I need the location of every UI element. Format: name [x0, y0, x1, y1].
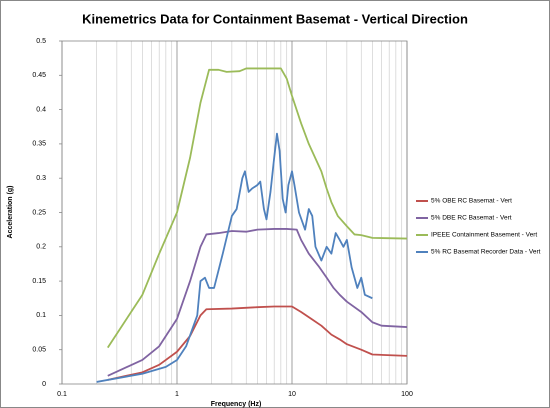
- series-line: [107, 305, 408, 381]
- chart-title: Kinemetrics Data for Containment Basemat…: [82, 11, 468, 26]
- y-tick-label: 0.35: [32, 141, 46, 148]
- series-line: [107, 67, 408, 349]
- legend-label: 5% DBE RC Basemat - Vert: [431, 215, 512, 222]
- legend-label: 5% RC Basemat Recorder Data - Vert: [431, 249, 541, 256]
- legend: 5% OBE RC Basemat - Vert 5% DBE RC Basema…: [416, 198, 541, 256]
- y-axis-title: Acceleration (g): [7, 186, 14, 239]
- y-tick-label: 0: [42, 381, 46, 388]
- x-tick-label: 1: [175, 391, 179, 398]
- y-tick-label: 0.45: [32, 72, 46, 79]
- x-tick-label: 100: [401, 391, 413, 398]
- x-tick-label: 0.1: [57, 391, 67, 398]
- y-tick-label: 0.5: [36, 38, 46, 45]
- y-tick-label: 0.05: [32, 347, 46, 354]
- y-tick-label: 0.25: [32, 209, 46, 216]
- y-tick-label: 0.1: [36, 312, 46, 319]
- y-tick-label: 0.15: [32, 278, 46, 285]
- legend-label: IPEEE Containment Basement - Vert: [431, 232, 537, 239]
- x-axis-title: Frequency (Hz): [211, 401, 262, 408]
- y-tick-label: 0.2: [36, 244, 46, 251]
- series-line: [96, 132, 373, 383]
- x-tick-label: 10: [288, 391, 296, 398]
- y-tick-label: 0.3: [36, 175, 46, 182]
- y-tick-label: 0.4: [36, 106, 46, 113]
- series-line: [107, 228, 408, 377]
- legend-label: 5% OBE RC Basemat - Vert: [431, 198, 512, 205]
